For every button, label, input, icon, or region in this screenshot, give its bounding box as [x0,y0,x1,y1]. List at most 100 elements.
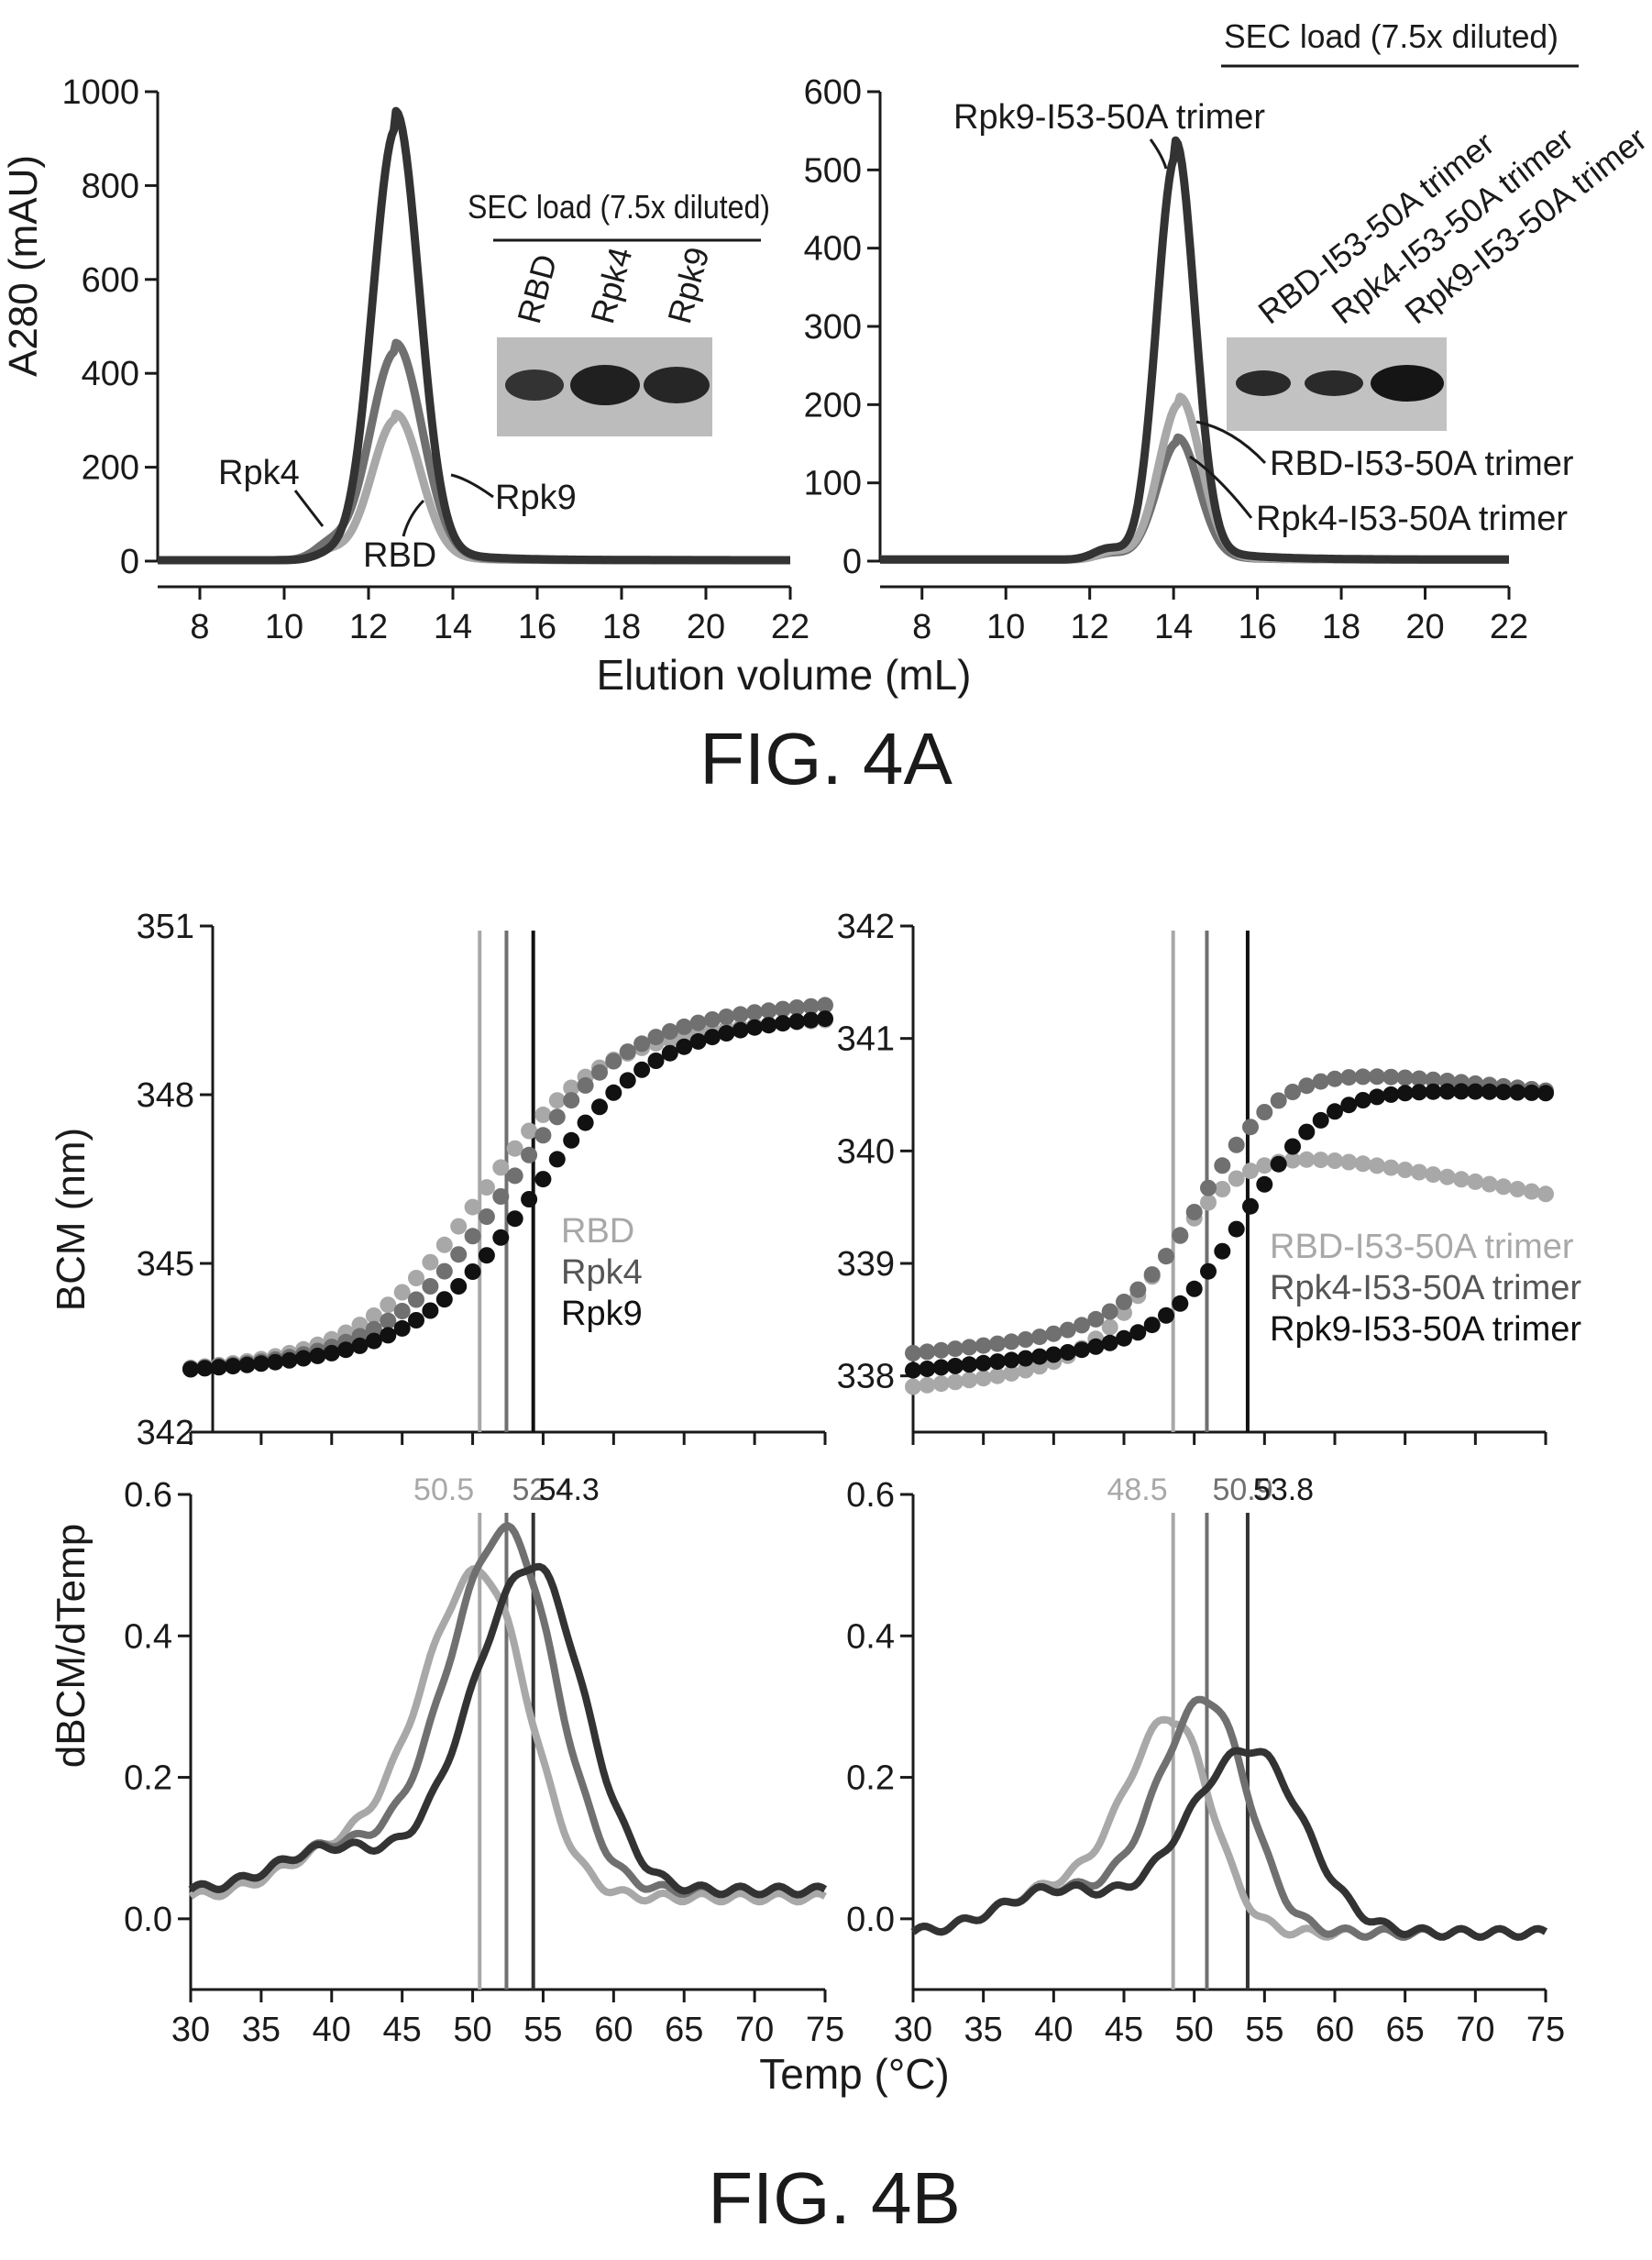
deriv-left-x-tick-label-2: 40 [313,2011,351,2049]
bcm-right-point-rpk4-i53-50a-trimer [1172,1227,1189,1244]
bcm-right-point-rpk9-i53-50a-trimer [1214,1242,1231,1260]
bcm-right-point-rpk9-i53-50a-trimer [1045,1346,1063,1363]
sec-right-inset-gel: SEC load (7.5x diluted) RBD-I53-50A trim… [1221,17,1652,431]
bcm-right-point-rpk9-i53-50a-trimer [1312,1111,1329,1129]
bcm-right-point-rpk4-i53-50a-trimer [1242,1119,1259,1136]
bcm-right-point-rpk9-i53-50a-trimer [1509,1084,1526,1101]
bcm-left-point-rpk4 [464,1228,481,1245]
bcm-right-point-rbd-i53-50a-trimer [989,1367,1006,1384]
bcm-left-point-rpk9 [238,1356,256,1373]
bcm-right-point-rpk4-i53-50a-trimer [1087,1310,1105,1328]
deriv-right-y-tick-label-0: 0.0 [846,1901,895,1939]
bcm-right-point-rpk4-i53-50a-trimer [1074,1317,1090,1334]
bcm-left-point-rpk4 [746,1004,764,1021]
sec-right-x-tick-label-1: 10 [986,608,1025,646]
bcm-right-point-rpk9-i53-50a-trimer [1481,1083,1498,1100]
temp-x-axis-label: Temp (°C) [759,2050,950,2098]
sec-left-x-tick-label-1: 10 [265,608,303,646]
sec-x-axis-label: Elution volume (mL) [596,651,971,699]
bcm-left-point-rpk9 [718,1025,735,1042]
sec-right-x-tick-label-7: 22 [1490,608,1528,646]
bcm-right-point-rbd-i53-50a-trimer [1340,1153,1358,1171]
deriv-right-x-tick-label-5: 55 [1245,2011,1283,2049]
bcm-right-point-rbd-i53-50a-trimer [1242,1163,1259,1180]
bcm-right-point-rpk4-i53-50a-trimer [1425,1071,1442,1088]
bcm-right-point-rbd-i53-50a-trimer [1382,1159,1400,1176]
bcm-right-point-rpk4-i53-50a-trimer [1284,1084,1301,1100]
bcm-right-y-tick-label-2: 340 [837,1132,895,1171]
bcm-left-x-ticks [189,1430,827,1445]
deriv-left-x-tick-label-4: 50 [453,2011,491,2049]
bcm-left-point-rpk9 [605,1084,622,1101]
sec-left-y-axis-label: A280 (mAU) [1,155,46,377]
bcm-right-point-rpk4-i53-50a-trimer [1003,1333,1020,1350]
bcm-right-point-rbd-i53-50a-trimer [1003,1364,1020,1382]
bcm-left-point-rpk9 [422,1302,439,1319]
deriv-left-y-axis-label: dBCM/dTemp [49,1524,94,1769]
deriv-right-x-tick-label-1: 35 [964,2011,1003,2049]
bcm-right-point-rpk4-i53-50a-trimer [1214,1157,1231,1174]
bcm-left-point-rpk9 [267,1353,284,1371]
bcm-left-point-rpk4 [577,1076,594,1094]
deriv-right-lines [910,1695,1548,1941]
sec-left-y-tick-label-5: 1000 [61,73,139,112]
sec-right-x-tick-label-0: 8 [912,608,931,646]
bcm-left-point-rpk9 [225,1358,242,1375]
bcm-right-point-rpk9-i53-50a-trimer [1003,1351,1020,1369]
deriv-left-tm-label-2: 54.3 [539,1472,600,1507]
bcm-left-point-rpk9 [351,1337,369,1354]
sec-left-inset-title: SEC load (7.5x diluted) [468,188,770,226]
deriv-left-x-tick-label-7: 65 [665,2011,703,2049]
bcm-right-point-rpk4-i53-50a-trimer [1185,1204,1203,1220]
sec-left-x-tick-label-4: 16 [518,608,556,646]
figure-label-4b: FIG. 4B [708,2157,961,2239]
bcm-left-point-rpk9 [408,1312,424,1328]
sec-right-y-tick-label-0: 0 [843,543,862,581]
sec-left-y-ticks: 0 200 400 600 800 1000 [61,73,160,581]
sec-left-y-tick-label-2: 400 [82,355,139,393]
sec-right-y-tick-label-2: 200 [804,386,862,424]
sec-left-x-tick-label-2: 12 [349,608,388,646]
bcm-right-point-rpk9-i53-50a-trimer [905,1362,921,1379]
bcm-left-point-rpk4 [676,1018,693,1035]
bcm-right-point-rpk4-i53-50a-trimer [1228,1136,1245,1153]
sec-right-x-tick-label-6: 20 [1405,608,1444,646]
deriv-right-y-tick-label-3: 0.6 [846,1476,895,1515]
bcm-right-point-rpk9-i53-50a-trimer [1087,1338,1105,1355]
bcm-right-point-rpk4-i53-50a-trimer [1354,1068,1371,1086]
bcm-right-point-rpk9-i53-50a-trimer [1382,1086,1400,1103]
bcm-left-point-rpk9 [309,1347,326,1364]
bcm-right-point-rpk4-i53-50a-trimer [1031,1328,1048,1346]
bcm-right-point-rpk9-i53-50a-trimer [1327,1103,1343,1120]
bcm-right-point-rbd-i53-50a-trimer [1453,1171,1470,1188]
deriv-left-x-tick-label-8: 70 [735,2011,774,2049]
bcm-left-point-rpk4 [492,1188,510,1205]
bcm-left-point-rpk4 [689,1014,707,1031]
bcm-left-point-rpk9 [661,1044,678,1062]
bcm-left-point-rpk9 [746,1019,764,1036]
bcm-right-points [905,1068,1554,1395]
bcm-left-y-tick-label-3: 351 [137,908,194,946]
bcm-right-point-rpk9-i53-50a-trimer [1158,1306,1174,1324]
bcm-right-point-rbd-i53-50a-trimer [1481,1175,1498,1193]
deriv-left-x-tick-label-0: 30 [171,2011,210,2049]
deriv-right-tm-label-0: 48.5 [1107,1472,1167,1507]
bcm-right-point-rpk9-i53-50a-trimer [1298,1123,1316,1141]
sec-left-gel-band-2 [570,365,640,405]
bcm-right-point-rpk4-i53-50a-trimer [1200,1179,1217,1196]
deriv-left-x-tick-label-3: 45 [383,2011,422,2049]
deriv-left-lines [188,1522,828,1906]
bcm-left-point-rpk4 [802,998,820,1015]
bcm-left-point-rpk4 [633,1035,651,1053]
bcm-right-point-rpk9-i53-50a-trimer [1340,1097,1358,1114]
bcm-left-point-rpk4 [534,1127,552,1144]
bcm-left-point-rpk9 [788,1013,806,1031]
bcm-right-point-rbd-i53-50a-trimer [1312,1152,1329,1169]
deriv-left-vline-labels: 50.5 52.454.3 [413,1472,600,1507]
bcm-right-x-ticks [911,1430,1547,1445]
sec-left-inset-lane-3: Rpk9 [660,243,716,327]
bcm-left-point-rpk9 [393,1319,411,1337]
bcm-left-point-rbd [393,1284,411,1301]
bcm-left-point-rpk4 [732,1006,749,1023]
bcm-right-point-rbd-i53-50a-trimer [932,1375,950,1393]
